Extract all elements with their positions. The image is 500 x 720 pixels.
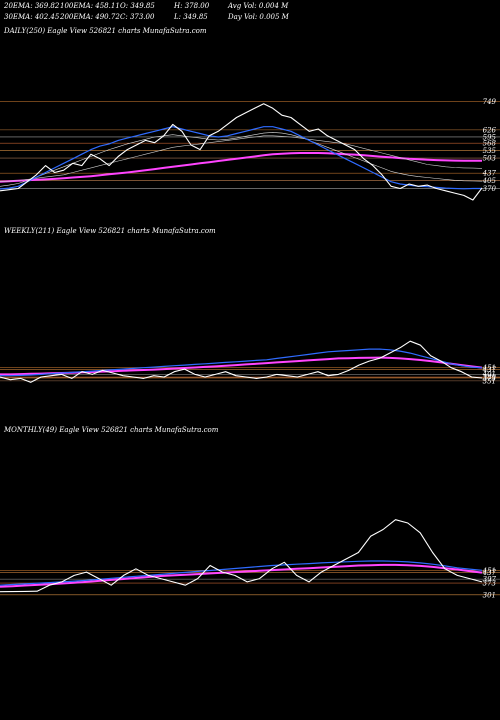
- low-label: L: 349.85: [174, 13, 208, 21]
- ema-light-line: [0, 135, 483, 182]
- price-level-label: 749: [483, 98, 497, 106]
- monthly-chart-title: MONTHLY(49) Eagle View 526821 charts Mun…: [4, 426, 219, 434]
- price-level-label: 397: [483, 576, 497, 584]
- price-level-label: 503: [483, 155, 497, 163]
- ema-grey-line: [0, 132, 483, 187]
- ema-magenta-line: [0, 152, 482, 183]
- price-level-label: 401: [482, 371, 496, 379]
- price-level-label: 437: [482, 569, 497, 577]
- price-level-label: 405: [482, 177, 497, 185]
- weekly-chart-title: WEEKLY(211) Eagle View 526821 charts Mun…: [4, 227, 216, 235]
- price-level-label: 351: [483, 377, 496, 385]
- price-level-label: 437: [482, 366, 497, 374]
- price-level-label: 451: [482, 364, 496, 372]
- price-level-label: 380: [483, 374, 497, 382]
- open-label: O: 349.85: [120, 2, 155, 10]
- ema-magenta-line: [0, 563, 483, 588]
- ema30-label: 30EMA: 402.45: [4, 13, 60, 21]
- price-level-label: 451: [482, 567, 496, 575]
- price-level-label: 437: [482, 170, 497, 178]
- price-level-label: 373: [483, 580, 497, 588]
- price-level-label: 626: [483, 126, 497, 134]
- ema100-label: 100EMA: 458.11: [60, 2, 120, 10]
- price-level-label: 595: [483, 133, 497, 141]
- day-vol-label: Day Vol: 0.005 M: [228, 13, 289, 21]
- daily-chart-title: DAILY(250) Eagle View 526821 charts Muna…: [4, 27, 207, 35]
- ema-blue-line: [0, 560, 483, 586]
- ema-blue-line: [0, 348, 483, 377]
- ema200-label: 200EMA: 490.72: [60, 13, 120, 21]
- high-label: H: 378.00: [174, 2, 210, 10]
- ema-blue-line: [0, 126, 482, 190]
- ema20-label: 20EMA: 369.82: [4, 2, 60, 10]
- price-line: [0, 340, 483, 383]
- price-line: [0, 519, 483, 593]
- price-level-label: 370: [483, 185, 497, 193]
- price-line: [0, 103, 483, 201]
- price-level-label: 301: [483, 591, 496, 599]
- price-level-label: 568: [483, 140, 497, 148]
- close-label: C: 373.00: [120, 13, 155, 21]
- price-level-label: 373: [483, 374, 497, 382]
- price-level-label: 535: [483, 147, 497, 155]
- avg-vol-label: Avg Vol: 0.004 M: [228, 2, 289, 10]
